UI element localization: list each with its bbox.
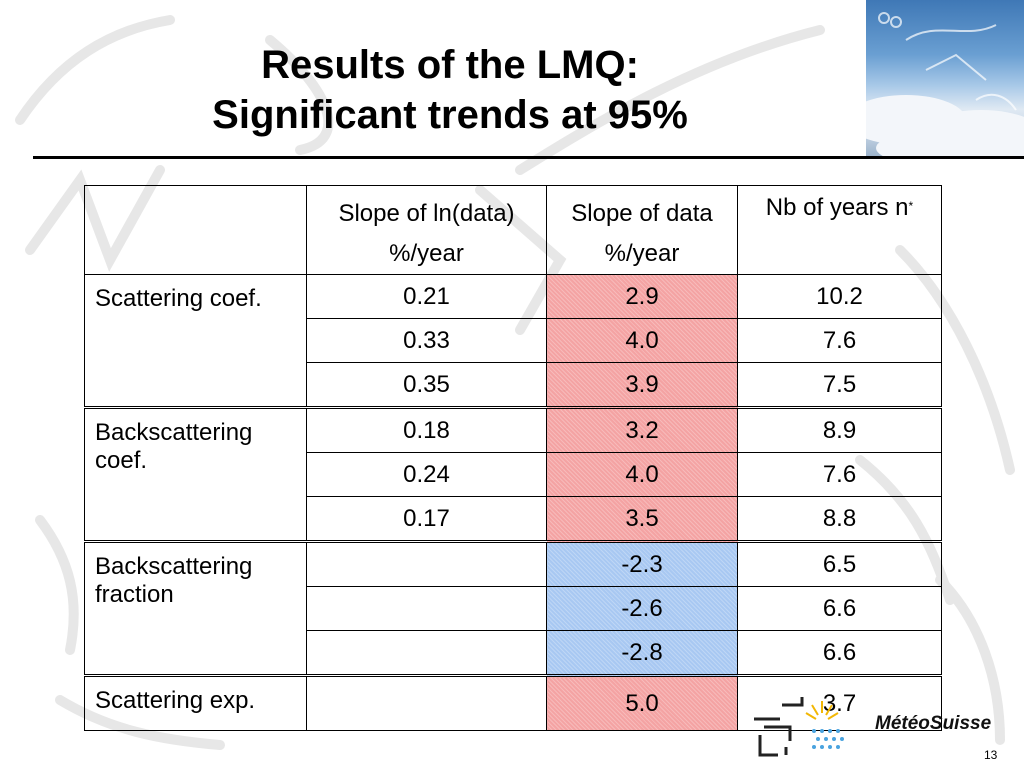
slope-ln-cell: 0.21 bbox=[306, 274, 547, 319]
years-cell: 7.6 bbox=[737, 318, 942, 363]
slope-data-cell: -2.3 bbox=[546, 540, 738, 587]
trend-table: Slope of ln(data) %/year Slope of data %… bbox=[84, 185, 942, 731]
slope-data-cell: 5.0 bbox=[546, 674, 738, 731]
header-years-footnote: * bbox=[908, 199, 914, 213]
slope-ln-cell bbox=[306, 586, 547, 631]
years-cell: 10.2 bbox=[737, 274, 942, 319]
slope-data-cell: -2.8 bbox=[546, 630, 738, 676]
header-slope-ln: Slope of ln(data) %/year bbox=[306, 185, 547, 275]
page-number: 13 bbox=[984, 748, 998, 762]
row-group-label: Backscattering fraction bbox=[84, 540, 307, 676]
header-years: Nb of years n* bbox=[737, 185, 942, 275]
slope-ln-cell: 0.17 bbox=[306, 496, 547, 542]
years-cell: 3.7 bbox=[737, 674, 942, 731]
header-sky-image bbox=[866, 0, 1024, 156]
title-line-2: Significant trends at 95% bbox=[212, 93, 688, 137]
header-divider bbox=[33, 156, 1024, 159]
table-row: 0.33 4.0 7.6 bbox=[85, 318, 942, 363]
table-row: Scattering exp. 5.0 3.7 bbox=[84, 674, 942, 731]
slope-ln-cell bbox=[306, 674, 547, 731]
slope-data-cell: 2.9 bbox=[546, 274, 738, 319]
years-cell: 7.5 bbox=[737, 362, 942, 408]
table-row: Scattering coef. 0.21 2.9 10.2 bbox=[84, 274, 942, 408]
slope-data-cell: -2.6 bbox=[546, 586, 738, 631]
table-row: -2.6 6.6 bbox=[85, 586, 942, 631]
table-row: Backscattering fraction -2.3 6.5 bbox=[84, 540, 942, 676]
row-group-label: Backscattering coef. bbox=[84, 406, 307, 542]
header-slope-ln-unit: %/year bbox=[389, 240, 464, 267]
header-empty-cell bbox=[84, 185, 307, 275]
table-row: Backscattering coef. 0.18 3.2 8.9 bbox=[84, 406, 942, 542]
slope-data-cell: 4.0 bbox=[546, 318, 738, 363]
slope-data-cell: 3.5 bbox=[546, 496, 738, 542]
meteosuisse-logo-icon bbox=[754, 697, 844, 757]
header-slope-data-label: Slope of data bbox=[571, 200, 713, 227]
slope-ln-cell: 0.24 bbox=[306, 452, 547, 497]
years-cell: 7.6 bbox=[737, 452, 942, 497]
title-line-1: Results of the LMQ: bbox=[261, 43, 639, 87]
row-group-label: Scattering coef. bbox=[84, 274, 307, 408]
row-group-label: Scattering exp. bbox=[84, 674, 307, 731]
header-slope-ln-label: Slope of ln(data) bbox=[338, 200, 515, 227]
years-cell: 6.6 bbox=[737, 586, 942, 631]
slope-data-cell: 3.9 bbox=[546, 362, 738, 408]
slope-ln-cell: 0.18 bbox=[306, 406, 547, 453]
years-cell: 6.5 bbox=[737, 540, 942, 587]
years-cell: 8.9 bbox=[737, 406, 942, 453]
slide-title: Results of the LMQ: Significant trends a… bbox=[0, 40, 900, 140]
header-slope-data: Slope of data %/year bbox=[546, 185, 738, 275]
header-years-label: Nb of years n bbox=[765, 194, 909, 221]
slope-data-cell: 4.0 bbox=[546, 452, 738, 497]
slope-ln-cell: 0.35 bbox=[306, 362, 547, 408]
weather-symbols-icon bbox=[878, 12, 1017, 111]
header-row: Slope of ln(data) %/year Slope of data %… bbox=[84, 185, 942, 275]
years-cell: 6.6 bbox=[737, 630, 942, 676]
slope-ln-cell bbox=[306, 630, 547, 676]
slope-ln-cell bbox=[306, 540, 547, 587]
slope-ln-cell: 0.33 bbox=[306, 318, 547, 363]
header-slope-data-unit: %/year bbox=[604, 240, 680, 267]
meteosuisse-wordmark: MétéoSuisse bbox=[875, 713, 992, 734]
years-cell: 8.8 bbox=[737, 496, 942, 542]
slope-data-cell: 3.2 bbox=[546, 406, 738, 453]
